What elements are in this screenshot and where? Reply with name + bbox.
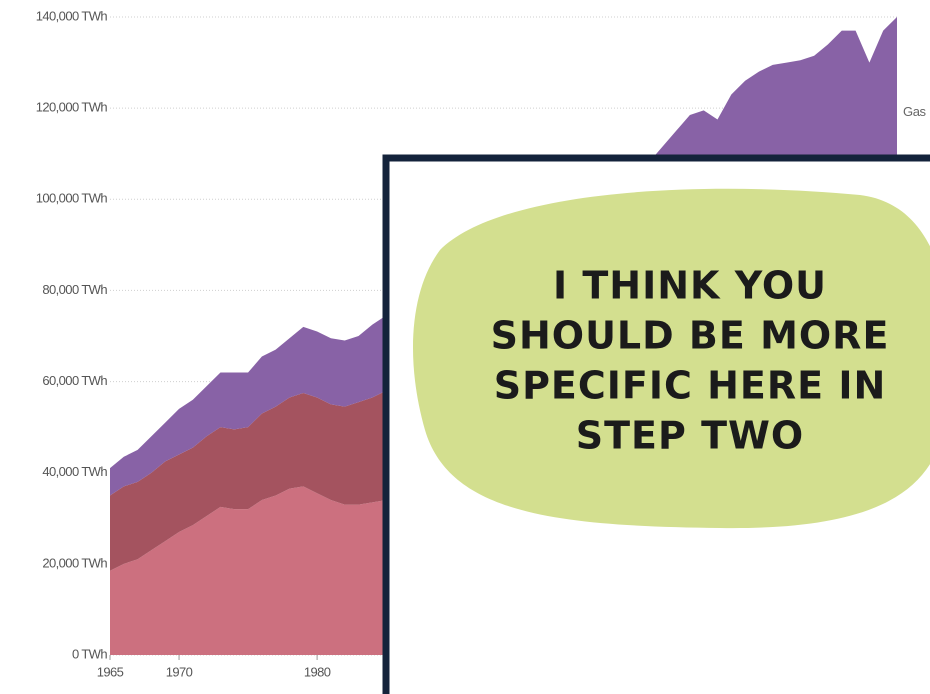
y-tick-label: 0 TWh xyxy=(72,646,107,661)
comic-line: SHOULD BE MORE xyxy=(491,314,890,358)
series-label: Gas xyxy=(903,104,927,119)
comic-line: I THINK YOU xyxy=(553,264,827,308)
y-tick-label: 40,000 TWh xyxy=(42,464,107,479)
comic-text: I THINK YOU SHOULD BE MORE SPECIFIC HERE I… xyxy=(491,264,890,458)
y-tick-label: 20,000 TWh xyxy=(42,555,107,570)
y-tick-label: 100,000 TWh xyxy=(36,191,108,206)
comic-line: STEP TWO xyxy=(576,414,804,458)
speech-bubble xyxy=(413,188,930,529)
comic-panel: I THINK YOU SHOULD BE MORE SPECIFIC HERE I… xyxy=(382,154,930,694)
x-tick-label: 1970 xyxy=(166,664,193,679)
comic-line: SPECIFIC HERE IN xyxy=(494,364,887,408)
area xyxy=(110,17,897,496)
y-tick-label: 60,000 TWh xyxy=(42,373,107,388)
x-tick-label: 1980 xyxy=(304,664,331,679)
x-tick-label: 1965 xyxy=(97,664,124,679)
y-tick-label: 120,000 TWh xyxy=(36,100,108,115)
y-tick-label: 80,000 TWh xyxy=(42,282,107,297)
labels: 0 TWh 20,000 TWh 40,000 TWh 60,000 TWh 80,00… xyxy=(36,8,927,679)
y-tick-label: 140,000 TWh xyxy=(36,8,108,23)
